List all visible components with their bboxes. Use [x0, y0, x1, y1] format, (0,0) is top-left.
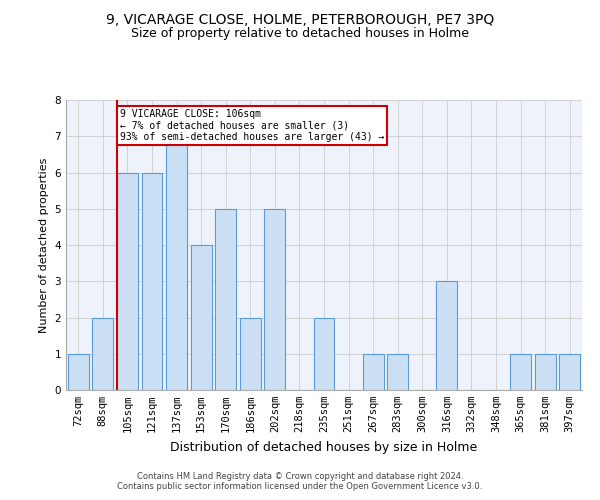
- Bar: [559, 354, 580, 390]
- Bar: [362, 354, 383, 390]
- Bar: [117, 172, 138, 390]
- Bar: [510, 354, 531, 390]
- Bar: [142, 172, 163, 390]
- Bar: [215, 209, 236, 390]
- Bar: [191, 245, 212, 390]
- Text: Contains HM Land Registry data © Crown copyright and database right 2024.: Contains HM Land Registry data © Crown c…: [137, 472, 463, 481]
- Bar: [68, 354, 89, 390]
- Bar: [535, 354, 556, 390]
- Text: 9, VICARAGE CLOSE, HOLME, PETERBOROUGH, PE7 3PQ: 9, VICARAGE CLOSE, HOLME, PETERBOROUGH, …: [106, 12, 494, 26]
- Y-axis label: Number of detached properties: Number of detached properties: [39, 158, 49, 332]
- Bar: [314, 318, 334, 390]
- Text: Contains public sector information licensed under the Open Government Licence v3: Contains public sector information licen…: [118, 482, 482, 491]
- Bar: [92, 318, 113, 390]
- Bar: [436, 281, 457, 390]
- Text: 9 VICARAGE CLOSE: 106sqm
← 7% of detached houses are smaller (3)
93% of semi-det: 9 VICARAGE CLOSE: 106sqm ← 7% of detache…: [120, 109, 385, 142]
- Text: Size of property relative to detached houses in Holme: Size of property relative to detached ho…: [131, 28, 469, 40]
- Bar: [387, 354, 408, 390]
- Bar: [265, 209, 286, 390]
- Bar: [240, 318, 261, 390]
- Bar: [166, 136, 187, 390]
- X-axis label: Distribution of detached houses by size in Holme: Distribution of detached houses by size …: [170, 440, 478, 454]
